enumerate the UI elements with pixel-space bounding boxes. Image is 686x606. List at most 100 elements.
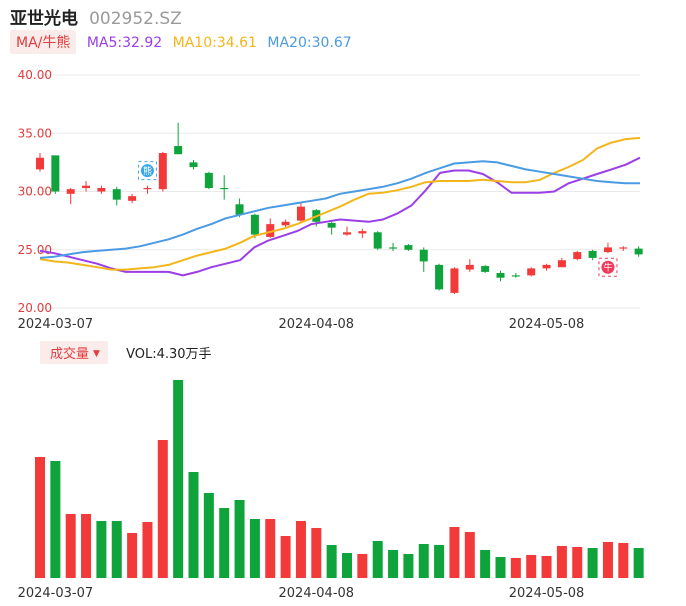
ma20-line [39,160,640,259]
price-axis-label: 25.00 [18,243,52,257]
volume-bar [587,548,598,578]
candlestick-chart: 40.00 35.00 30.00 25.00 20.00 2024-03-07 2024-… [18,68,643,332]
volume-legend: 成交量 ▼ VOL:4.30万手 [40,341,212,364]
volume-bar [556,546,567,578]
volume-bar [388,550,399,578]
ma5-line [39,156,641,277]
volume-bar [265,519,276,578]
volume-bar [572,547,583,578]
ma10-line [39,136,641,271]
candle-body [158,153,167,190]
price-axis-label: 35.00 [18,126,52,140]
candle-body [128,196,137,201]
volume-bar [219,508,230,578]
volume-bar [372,541,383,578]
volume-bar [510,558,521,578]
volume-bar [280,536,291,578]
candle-body [588,250,597,258]
volume-value: VOL:4.30万手 [126,347,212,362]
candle-body [404,245,413,250]
date-axis-label: 2024-04-08 [279,317,355,332]
stock-header: 亚世光电 002952.SZ [10,4,182,29]
marker-label: 牛 [603,262,612,274]
volume-bar [495,557,506,578]
volume-bar [618,543,629,578]
marker-frame [598,257,618,277]
volume-bar [633,548,644,578]
candle-body [327,222,336,228]
volume-bar [311,528,322,578]
volume-indicator-dropdown[interactable]: 成交量 ▼ [40,341,108,364]
candle-body [82,185,91,189]
volume-bar [203,493,214,578]
candle-body [296,206,305,221]
volume-bar [342,553,352,578]
candle-body [250,214,259,235]
marker-label: 熊 [143,165,152,177]
candle-body [174,146,183,155]
bull-marker-icon [601,260,615,274]
candle-body [204,172,213,189]
date-axis-label: 2024-05-08 [509,317,585,332]
candle-body [450,268,459,293]
candle-body [51,155,60,192]
candle-body [496,273,505,278]
volume-bar [35,457,45,578]
candle-body [281,221,290,226]
candle-body [573,252,582,260]
bear-marker-icon [140,164,154,178]
candle-body [603,247,612,253]
volume-bar [249,519,260,578]
volume-bar [111,521,122,578]
volume-bar [357,554,368,578]
volume-bar [96,521,107,578]
volume-indicator-label: 成交量 [50,347,90,362]
candle-body [435,264,444,290]
volume-bar [65,514,76,578]
candle-body [557,260,566,268]
candle-body [189,162,198,168]
volume-bar [142,522,153,578]
price-axis-label: 20.00 [18,301,52,315]
caret-down-icon: ▼ [93,349,100,359]
candle-body [373,232,382,249]
volume-bar [403,554,414,578]
candle-body [36,157,44,170]
volume-date-label: 2024-05-08 [509,586,585,601]
candle-body [481,266,490,272]
stock-code: 002952.SZ [89,9,182,29]
ma20-legend: MA20:30.67 [267,35,352,51]
candle-body [419,249,428,262]
volume-bar [127,533,138,578]
volume-bar [541,556,552,578]
volume-bar [434,545,445,578]
volume-bar [295,521,306,578]
candle-body [66,189,75,194]
volume-bar [418,544,429,578]
candle-body [389,247,398,249]
candle-body [465,264,474,270]
volume-date-label: 2024-04-08 [279,586,355,601]
candle-body [112,189,121,200]
candle-body [358,231,367,234]
volume-bar [157,440,168,578]
volume-bar [602,542,613,578]
volume-bar [526,555,537,578]
candle-body [97,188,106,192]
price-axis-label: 40.00 [18,68,52,82]
stock-name: 亚世光电 [10,9,78,29]
volume-bar [81,514,92,578]
candle-body [511,275,520,277]
candle-body [542,264,551,269]
volume-bar [50,461,61,578]
volume-bar [480,550,491,578]
ma-type-tag[interactable]: MA/牛熊 [10,30,77,54]
volume-bar [449,527,460,578]
candle-body [235,204,244,215]
candle-body [343,232,351,235]
candle-body [634,248,643,255]
candle-body [143,188,152,190]
marker-frame [137,161,157,181]
price-axis-label: 30.00 [18,185,52,199]
